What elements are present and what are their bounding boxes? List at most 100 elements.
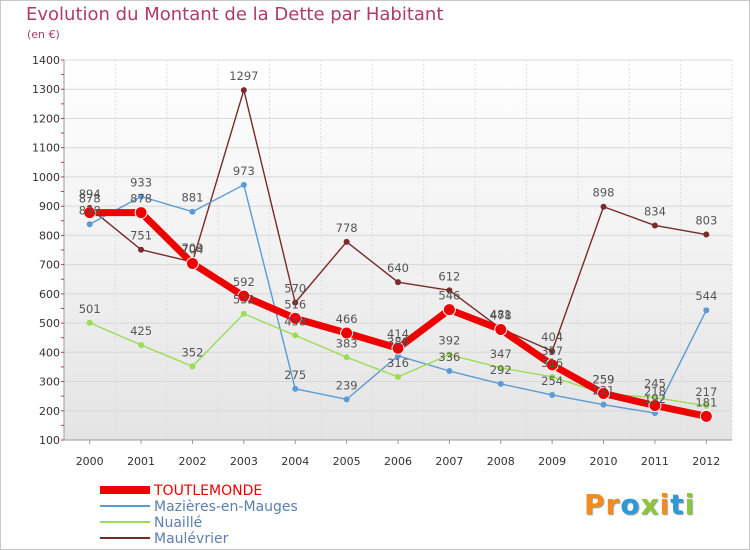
data-label: 838 [79,203,101,217]
data-label: 612 [438,269,460,283]
data-point [138,342,145,348]
y-tick-label: 400 [39,346,60,359]
x-tick-label: 2011 [641,455,669,468]
data-label: 1297 [229,69,258,83]
x-tick-label: 2008 [487,455,515,468]
y-tick-label: 800 [39,229,60,242]
logo-letter: x [640,488,660,521]
data-label: 458 [284,314,306,328]
data-point [549,373,556,380]
data-point [138,193,145,200]
data-point [240,87,247,94]
logo-letter: i [659,488,671,521]
data-label: 404 [541,330,563,344]
x-tick-label: 2000 [76,455,104,468]
legend-label: Maulévrier [154,531,229,547]
data-label: 425 [130,324,152,338]
data-label: 221 [593,384,615,398]
data-label: 383 [336,336,358,350]
y-tick-label: 1200 [32,112,60,125]
chart-unit-label: (en €) [27,28,60,41]
data-label: 778 [336,221,358,235]
data-point [497,380,504,387]
data-label: 259 [593,373,615,387]
data-label: 803 [695,214,717,228]
data-label: 357 [541,344,563,358]
x-tick-label: 2002 [178,455,206,468]
y-tick-label: 1300 [32,83,60,96]
data-point [442,303,456,317]
data-label: 192 [644,392,666,406]
x-tick-label: 2010 [590,455,618,468]
data-label: 259 [593,373,615,387]
data-label: 392 [438,334,460,348]
data-point [651,222,658,229]
y-tick-label: 1100 [32,142,60,155]
x-tick-label: 2005 [333,455,361,468]
data-label: 501 [79,302,101,316]
data-label: 481 [490,308,512,322]
data-label: 898 [593,186,615,200]
y-tick-label: 700 [39,259,60,272]
data-label: 478 [490,309,512,323]
legend-label: Nuaillé [154,515,202,531]
data-label: 414 [387,327,409,341]
y-tick-label: 900 [39,200,60,213]
data-point [549,348,556,355]
data-point [699,409,713,423]
data-point [240,310,247,317]
logo-letter: r [605,488,621,521]
axes: 100 200 300 400 500 600 700 800 900 1000 1100 1200 1… [32,54,732,468]
y-tick-label: 100 [39,434,60,447]
data-point [703,307,710,314]
data-label: 592 [233,275,255,289]
data-point [237,289,251,303]
legend-label: Mazières-en-Mauges [154,499,298,515]
data-point [545,358,559,372]
data-label: 181 [695,395,717,409]
data-point [185,256,199,270]
y-tick-label: 600 [39,288,60,301]
logo-letter: o [620,488,641,521]
data-label: 751 [130,229,152,243]
data-label: 217 [695,385,717,399]
data-point [292,299,299,306]
data-label: 292 [490,363,512,377]
data-label: 894 [79,187,101,201]
data-point [703,231,710,238]
data-point [600,203,607,210]
data-point [703,402,710,409]
data-label: 640 [387,261,409,275]
data-label: 336 [438,350,460,364]
data-point [497,364,504,371]
data-label: 532 [233,293,255,307]
data-point [189,363,196,370]
data-label: 352 [181,345,203,359]
data-label: 316 [387,356,409,370]
x-tick-label: 2003 [230,455,258,468]
proxiti-logo: Proxiti [584,488,695,521]
data-label: 275 [284,368,306,382]
data-label: 239 [336,378,358,392]
data-point [240,181,247,188]
data-label: 546 [438,289,460,303]
y-tick-label: 500 [39,317,60,330]
y-tick-label: 300 [39,376,60,389]
x-tick-label: 2009 [538,455,566,468]
data-point [446,368,453,375]
data-point [343,396,350,403]
logo-letter: P [584,488,606,521]
y-tick-label: 200 [39,405,60,418]
data-label: 245 [644,377,666,391]
data-point [292,385,299,392]
data-label: 834 [644,204,666,218]
x-tick-label: 2004 [281,455,309,468]
data-label: 881 [181,191,203,205]
data-label: 933 [130,176,152,190]
y-tick-label: 1000 [32,171,60,184]
logo-letter: t [670,488,685,521]
legend: TOUTLEMONDEMazières-en-MaugesNuailléMaul… [100,483,298,547]
data-point [343,238,350,245]
logo-letter: i [684,488,696,521]
series-layer [83,87,713,423]
